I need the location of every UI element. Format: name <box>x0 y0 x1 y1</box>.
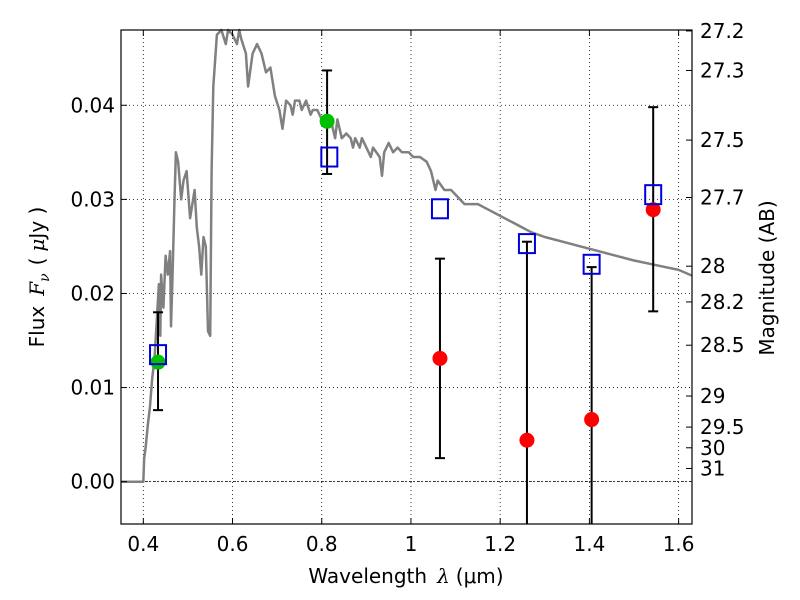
y2-tick-label: 28.2 <box>700 290 745 314</box>
x-tick-label: 1.2 <box>484 532 516 556</box>
error-bars <box>153 69 659 524</box>
y2-tick-label: 29.5 <box>700 415 745 439</box>
model-spectrum-line <box>121 28 693 483</box>
y2-tick-label: 31 <box>700 456 725 480</box>
data-markers <box>149 113 663 448</box>
x-tick-label: 1 <box>405 532 418 556</box>
y2-tick-label: 27.2 <box>700 19 745 43</box>
data-point <box>584 412 600 428</box>
y2-tick-label: 28.5 <box>700 333 745 357</box>
x-tick-label: 0.6 <box>217 532 249 556</box>
x-axis-label: Wavelength λ (μm) <box>308 564 503 588</box>
model-square-marker <box>517 233 536 255</box>
data-point <box>645 202 661 218</box>
plot-frame <box>120 29 693 525</box>
model-square-marker <box>149 344 168 366</box>
x-tick-label: 1.6 <box>663 532 695 556</box>
y-tick-label: 0.01 <box>70 376 115 400</box>
y-tick-label: 0.00 <box>70 470 115 494</box>
model-square-marker <box>582 253 601 275</box>
y-axis-label: FluxFν(μJy ) <box>25 207 53 348</box>
data-point <box>519 432 535 448</box>
x-tick-label: 1.4 <box>573 532 605 556</box>
model-square-marker <box>320 146 339 168</box>
y-tick-label: 0.04 <box>70 93 115 117</box>
y2-tick-label: 27.5 <box>700 128 745 152</box>
model-square-marker <box>430 198 449 220</box>
y2-tick-label: 30 <box>700 436 725 460</box>
x-tick-label: 0.4 <box>127 532 159 556</box>
model-spectrum <box>121 28 693 483</box>
tick-labels: 0.4 0.6 0.8 1 1.2 1.4 1.6 0.00 0.01 0.02 0.03 0.04 2… <box>70 19 744 556</box>
y2-tick-label: 27.7 <box>700 185 745 209</box>
data-point <box>432 350 448 366</box>
axis-ticks <box>121 30 692 524</box>
y2-tick-label: 29 <box>700 384 725 408</box>
data-point <box>150 354 166 370</box>
y2-tick-label: 27.3 <box>700 58 745 82</box>
y-tick-label: 0.03 <box>70 187 115 211</box>
x-tick-label: 0.8 <box>306 532 338 556</box>
y2-axis-label: Magnitude (AB) <box>755 200 779 355</box>
data-point <box>319 113 335 129</box>
y-tick-label: 0.02 <box>70 281 115 305</box>
model-square-marker <box>644 184 663 206</box>
y2-tick-label: 28 <box>700 254 725 278</box>
